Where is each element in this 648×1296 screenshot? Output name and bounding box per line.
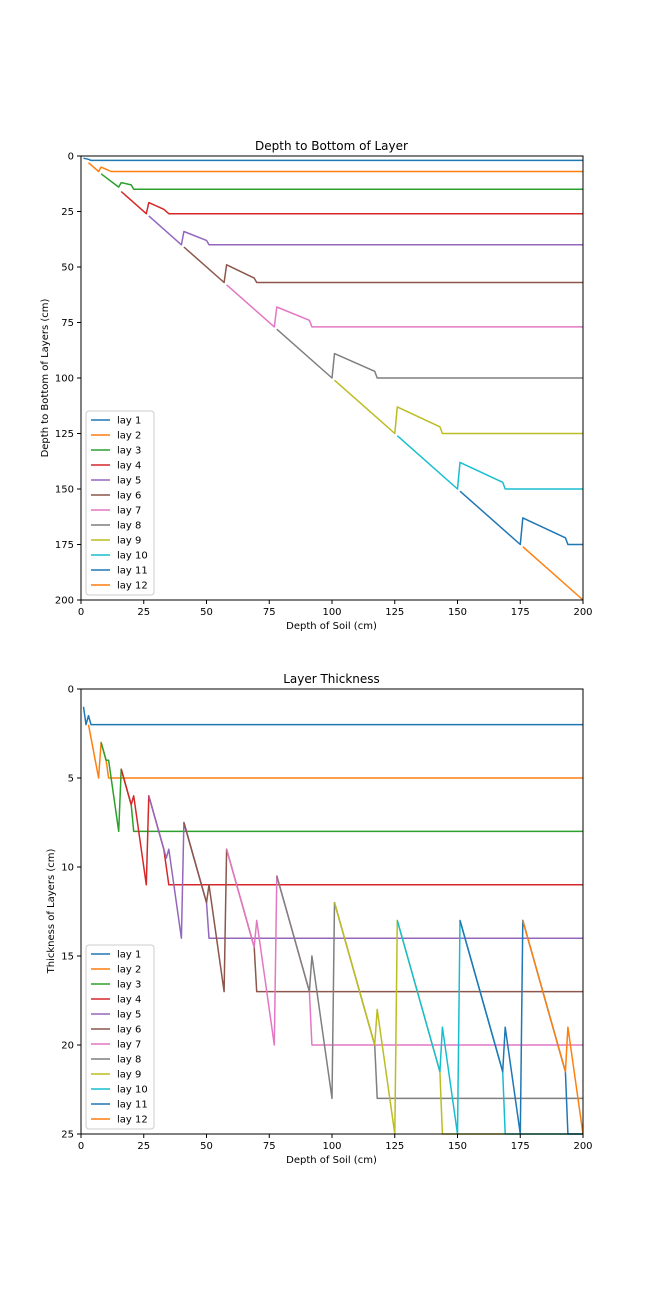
x-tick-label: 25 <box>137 607 150 618</box>
series-line-10 <box>396 435 583 490</box>
series-line-8 <box>276 328 583 379</box>
series-lines <box>82 706 584 1135</box>
legend-entry: lay 7 <box>117 506 141 517</box>
y-axis-label: Thickness of Layers (cm) <box>46 849 57 975</box>
x-tick-label: 0 <box>78 1141 84 1152</box>
legend-entry: lay 1 <box>117 950 141 961</box>
series-line-11 <box>459 919 583 1135</box>
y-ticks: 0 5 10 15 20 25 <box>61 685 81 1141</box>
series-line-10 <box>396 919 583 1135</box>
x-tick-label: 75 <box>263 1141 276 1152</box>
thickness-chart: Layer Thickness Depth of Soil (cm) Thick… <box>46 672 593 1166</box>
x-tick-label: 150 <box>448 607 467 618</box>
y-tick-label: 5 <box>68 774 74 785</box>
x-tick-label: 50 <box>200 607 213 618</box>
y-tick-label: 200 <box>55 596 74 607</box>
legend-entry: lay 9 <box>117 1070 141 1081</box>
x-axis-label: Depth of Soil (cm) <box>286 621 377 632</box>
x-ticks: 0 25 50 75 100 125 150 175 200 <box>78 1134 593 1152</box>
legend-entry: lay 8 <box>117 1055 141 1066</box>
legend-box <box>85 944 155 1130</box>
legend-entry: lay 3 <box>117 980 141 991</box>
y-tick-label: 15 <box>61 952 74 963</box>
legend-entry: lay 12 <box>117 581 148 592</box>
x-tick-label: 200 <box>573 607 592 618</box>
x-axis-label: Depth of Soil (cm) <box>286 1155 377 1166</box>
legend-entry: lay 3 <box>117 446 141 457</box>
y-tick-label: 75 <box>61 318 74 329</box>
x-tick-label: 175 <box>511 607 530 618</box>
series-line-12 <box>522 920 584 1135</box>
series-line-11 <box>459 490 583 546</box>
y-ticks: 0 25 50 75 100 125 150 175 200 <box>55 152 81 607</box>
legend-entry: lay 4 <box>117 995 141 1006</box>
x-tick-label: 50 <box>200 1141 213 1152</box>
legend: lay 1 lay 2 lay 3 lay 4 lay 5 lay 6 lay 7 lay 8… <box>85 410 155 596</box>
x-tick-label: 150 <box>448 1141 467 1152</box>
series-line-6 <box>183 246 583 284</box>
series-line-7 <box>225 848 583 1046</box>
legend-entry: lay 7 <box>117 1040 141 1051</box>
series-line-5 <box>148 215 583 246</box>
series-line-4 <box>120 190 583 215</box>
legend-entry: lay 2 <box>117 965 141 976</box>
series-line-3 <box>100 173 583 191</box>
x-tick-label: 25 <box>137 1141 150 1152</box>
series-line-9 <box>333 902 583 1135</box>
x-tick-label: 175 <box>511 1141 530 1152</box>
x-tick-label: 100 <box>322 1141 341 1152</box>
x-tick-label: 200 <box>573 1141 592 1152</box>
legend-entry: lay 9 <box>117 536 141 547</box>
y-tick-label: 100 <box>55 374 74 385</box>
legend-entry: lay 11 <box>117 566 148 577</box>
y-tick-label: 0 <box>68 152 74 163</box>
y-tick-label: 175 <box>55 540 74 551</box>
y-tick-label: 50 <box>61 263 74 274</box>
chart-title: Layer Thickness <box>283 672 380 686</box>
x-ticks: 0 25 50 75 100 125 150 175 200 <box>78 600 593 618</box>
legend-entry: lay 8 <box>117 521 141 532</box>
x-tick-label: 125 <box>385 607 404 618</box>
y-tick-label: 25 <box>61 1130 74 1141</box>
legend-entry: lay 11 <box>117 1100 148 1111</box>
y-tick-label: 10 <box>61 863 74 874</box>
legend-entry: lay 10 <box>117 1085 148 1096</box>
series-line-3 <box>100 742 583 833</box>
series-line-6 <box>183 822 583 993</box>
series-line-9 <box>334 379 583 435</box>
series-line-8 <box>276 875 583 1100</box>
series-line-1 <box>82 706 583 726</box>
legend-box <box>85 410 155 596</box>
x-tick-label: 100 <box>322 607 341 618</box>
series-lines <box>83 157 584 601</box>
x-tick-label: 125 <box>385 1141 404 1152</box>
series-line-5 <box>148 795 583 939</box>
y-tick-label: 125 <box>55 429 74 440</box>
series-line-2 <box>88 162 583 173</box>
legend-entry: lay 1 <box>117 416 141 427</box>
series-line-1 <box>83 157 583 162</box>
legend-entry: lay 4 <box>117 461 141 472</box>
legend: lay 1 lay 2 lay 3 lay 4 lay 5 lay 6 lay 7 lay 8… <box>85 944 155 1130</box>
series-line-7 <box>226 284 583 328</box>
x-tick-label: 75 <box>263 607 276 618</box>
y-tick-label: 150 <box>55 485 74 496</box>
legend-entry: lay 6 <box>117 1025 141 1036</box>
depth-chart: Depth to Bottom of Layer Depth of Soil (… <box>40 139 593 632</box>
series-line-4 <box>120 768 583 886</box>
y-tick-label: 25 <box>61 207 74 218</box>
legend-entry: lay 6 <box>117 491 141 502</box>
legend-entry: lay 2 <box>117 431 141 442</box>
y-tick-label: 20 <box>61 1041 74 1052</box>
chart-title: Depth to Bottom of Layer <box>255 139 408 153</box>
y-axis-label: Depth to Bottom of Layers (cm) <box>40 298 51 457</box>
series-line-12 <box>522 546 584 601</box>
x-tick-label: 0 <box>78 607 84 618</box>
legend-entry: lay 12 <box>117 1115 148 1126</box>
legend-entry: lay 5 <box>117 476 141 487</box>
legend-entry: lay 5 <box>117 1010 141 1021</box>
legend-entry: lay 10 <box>117 551 148 562</box>
y-tick-label: 0 <box>68 685 74 696</box>
